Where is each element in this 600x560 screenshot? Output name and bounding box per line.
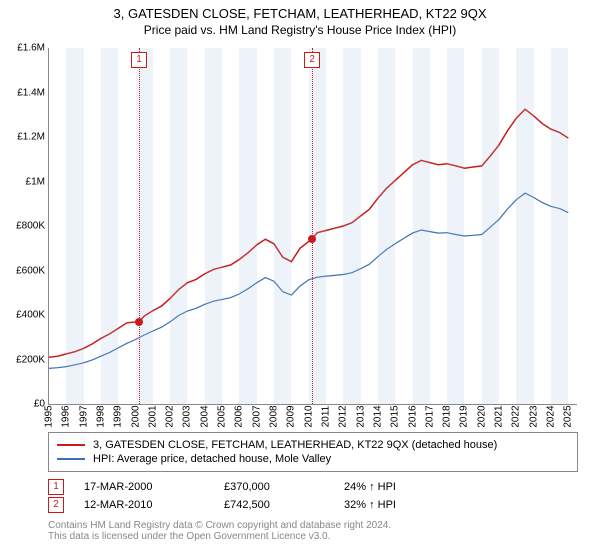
year-shade xyxy=(170,48,187,404)
y-axis-label: £800K xyxy=(1,221,45,232)
x-axis-label: 2004 xyxy=(199,405,210,427)
x-axis-label: 2009 xyxy=(286,405,297,427)
x-axis-label: 2015 xyxy=(390,405,401,427)
x-axis-label: 2011 xyxy=(320,406,331,428)
x-axis-label: 2024 xyxy=(546,405,557,427)
chart-title-subtitle: Price paid vs. HM Land Registry's House … xyxy=(0,21,600,41)
footer-line1: Contains HM Land Registry data © Crown c… xyxy=(48,520,568,531)
year-shade xyxy=(239,48,256,404)
x-axis-label: 2002 xyxy=(165,405,176,427)
legend-swatch-hpi xyxy=(57,458,85,460)
x-axis-label: 2007 xyxy=(251,405,262,427)
event-marker-number: 1 xyxy=(131,52,147,68)
year-shade xyxy=(482,48,499,404)
x-axis-label: 2006 xyxy=(234,405,245,427)
x-axis-label: 2023 xyxy=(528,405,539,427)
legend-item-price: 3, GATESDEN CLOSE, FETCHAM, LEATHERHEAD,… xyxy=(57,439,569,451)
event-row-price: £742,500 xyxy=(224,499,344,511)
x-axis-label: 2019 xyxy=(459,405,470,427)
legend-label-price: 3, GATESDEN CLOSE, FETCHAM, LEATHERHEAD,… xyxy=(93,439,497,451)
legend-box: 3, GATESDEN CLOSE, FETCHAM, LEATHERHEAD,… xyxy=(48,432,578,472)
year-shade xyxy=(413,48,430,404)
y-axis-label: £1.4M xyxy=(1,87,45,98)
x-axis-label: 2012 xyxy=(338,405,349,427)
x-axis-label: 2014 xyxy=(372,405,383,427)
plot-area: £0£200K£400K£600K£800K£1M£1.2M£1.4M£1.6M… xyxy=(48,48,577,405)
x-axis-label: 2000 xyxy=(130,405,141,427)
chart-titles: 3, GATESDEN CLOSE, FETCHAM, LEATHERHEAD,… xyxy=(0,0,600,41)
x-axis-label: 1999 xyxy=(113,405,124,427)
y-axis-label: £1.2M xyxy=(1,132,45,143)
footer-attribution: Contains HM Land Registry data © Crown c… xyxy=(48,520,568,542)
legend-swatch-price xyxy=(57,444,85,446)
event-row-number: 2 xyxy=(48,497,64,513)
x-axis-label: 1995 xyxy=(44,405,55,427)
legend-label-hpi: HPI: Average price, detached house, Mole… xyxy=(93,453,331,465)
y-axis-label: £600K xyxy=(1,265,45,276)
x-axis-label: 1998 xyxy=(95,405,106,427)
x-axis-label: 2016 xyxy=(407,405,418,427)
x-axis-label: 2003 xyxy=(182,405,193,427)
event-row-number: 1 xyxy=(48,479,64,495)
event-row: 2 12-MAR-2010£742,50032% ↑ HPI xyxy=(48,496,568,514)
event-marker-dot xyxy=(308,235,316,243)
x-axis-label: 2005 xyxy=(217,405,228,427)
event-row: 1 17-MAR-2000£370,00024% ↑ HPI xyxy=(48,478,568,496)
year-shade xyxy=(378,48,395,404)
x-axis-label: 2008 xyxy=(269,405,280,427)
y-axis-label: £1.6M xyxy=(1,43,45,54)
x-axis-label: 2022 xyxy=(511,405,522,427)
event-marker-dot xyxy=(135,318,143,326)
y-axis-label: £1M xyxy=(1,176,45,187)
y-axis-label: £0 xyxy=(1,399,45,410)
x-axis-label: 2001 xyxy=(147,405,158,427)
x-axis-label: 2025 xyxy=(563,405,574,427)
year-shade xyxy=(447,48,464,404)
year-shade xyxy=(66,48,83,404)
x-axis-label: 2018 xyxy=(442,405,453,427)
year-shade xyxy=(343,48,360,404)
x-axis-label: 1996 xyxy=(61,405,72,427)
event-marker-line xyxy=(312,48,313,404)
x-axis-label: 2010 xyxy=(303,405,314,427)
legend-item-hpi: HPI: Average price, detached house, Mole… xyxy=(57,453,569,465)
event-row-delta: 32% ↑ HPI xyxy=(344,499,396,511)
event-marker-number: 2 xyxy=(304,52,320,68)
x-axis-label: 2020 xyxy=(476,405,487,427)
year-shade xyxy=(205,48,222,404)
event-row-date: 12-MAR-2010 xyxy=(84,499,224,511)
year-shade xyxy=(551,48,568,404)
x-axis-label: 2021 xyxy=(494,405,505,427)
event-marker-line xyxy=(139,48,140,404)
year-shade xyxy=(274,48,291,404)
year-shade xyxy=(101,48,118,404)
events-table: 1 17-MAR-2000£370,00024% ↑ HPI 2 12-MAR-201… xyxy=(48,478,568,514)
x-axis-label: 1997 xyxy=(78,405,89,427)
event-row-date: 17-MAR-2000 xyxy=(84,481,224,493)
chart-title-address: 3, GATESDEN CLOSE, FETCHAM, LEATHERHEAD,… xyxy=(0,0,600,21)
event-row-delta: 24% ↑ HPI xyxy=(344,481,396,493)
x-axis-label: 2013 xyxy=(355,405,366,427)
chart-container: 3, GATESDEN CLOSE, FETCHAM, LEATHERHEAD,… xyxy=(0,0,600,560)
y-axis-label: £200K xyxy=(1,354,45,365)
footer-line2: This data is licensed under the Open Gov… xyxy=(48,531,568,542)
x-axis-label: 2017 xyxy=(424,405,435,427)
event-row-price: £370,000 xyxy=(224,481,344,493)
year-shade xyxy=(516,48,533,404)
y-axis-label: £400K xyxy=(1,310,45,321)
